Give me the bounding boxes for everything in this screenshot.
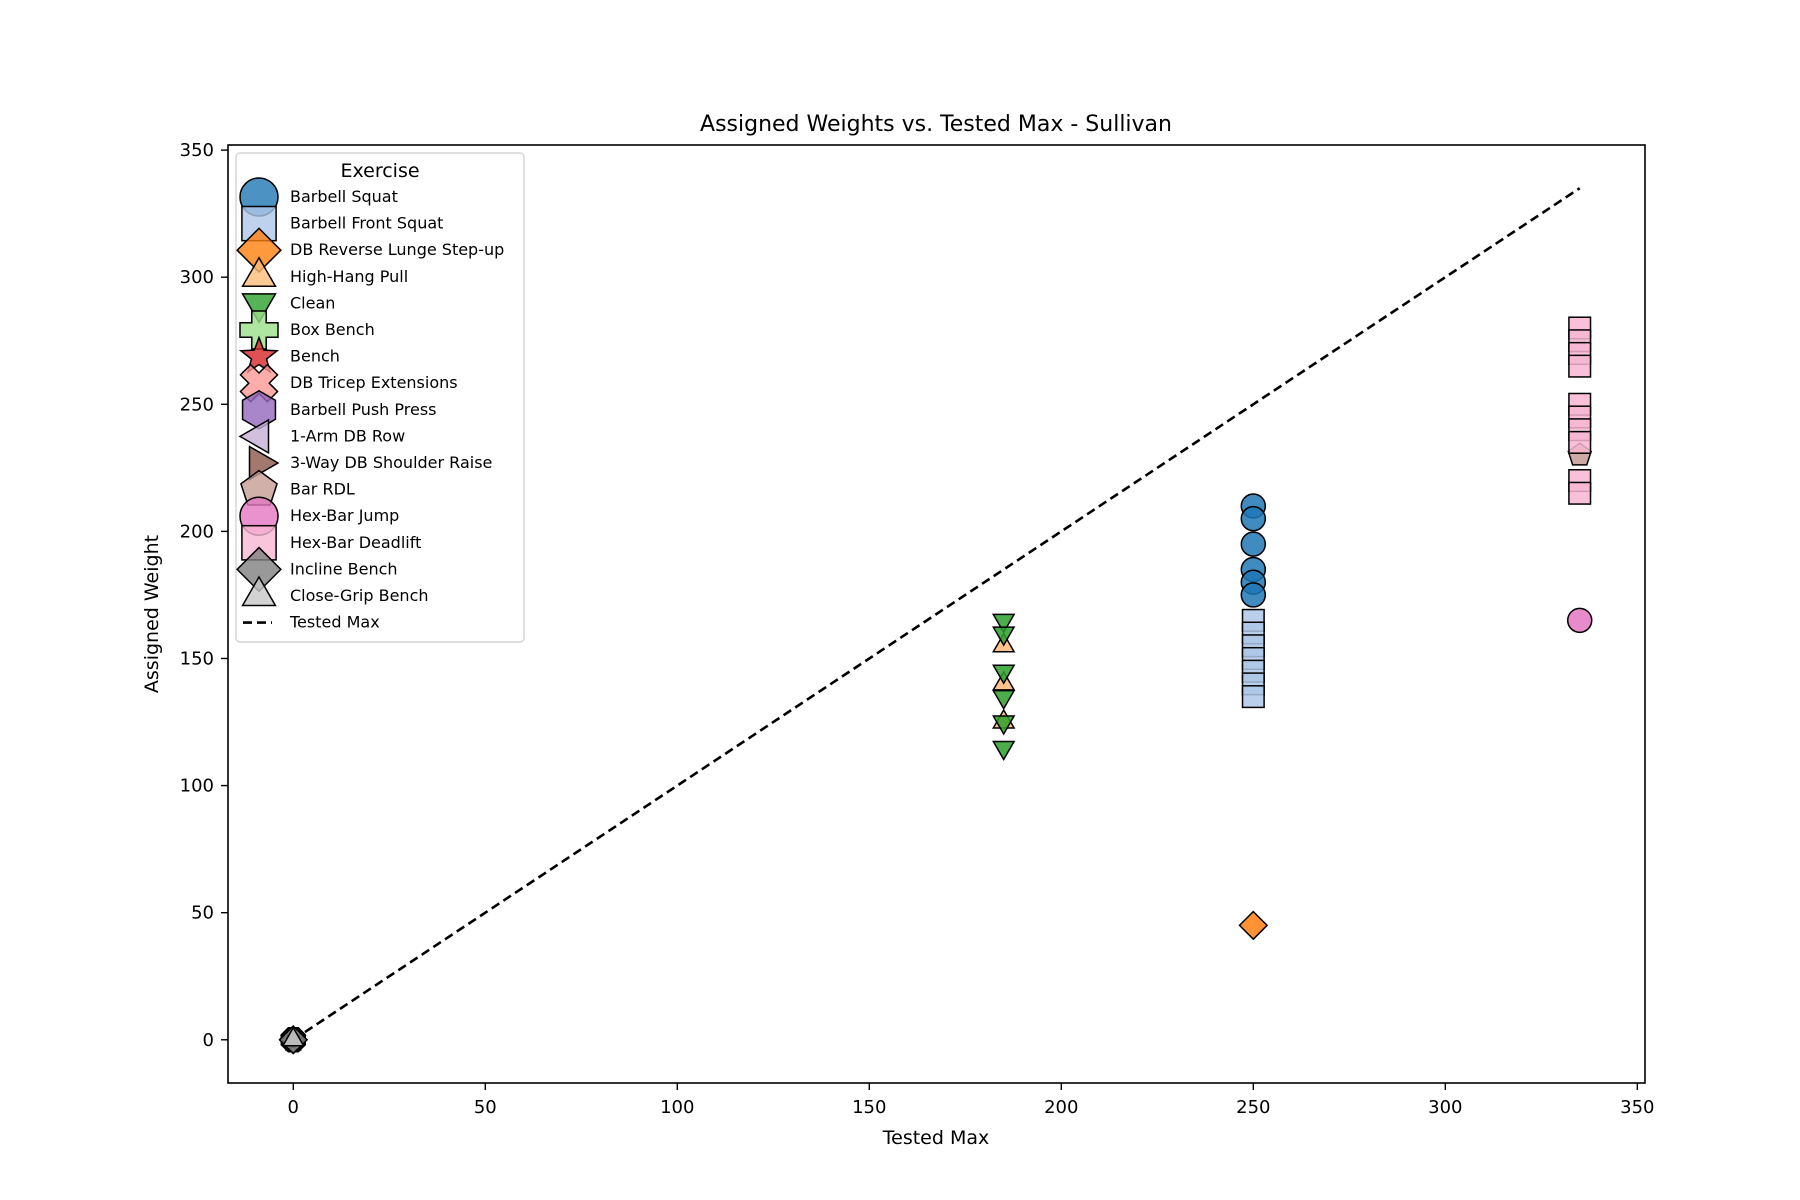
series-close-grip-bench <box>281 1026 305 1047</box>
legend-item-incline-bench: Incline Bench <box>236 546 398 593</box>
legend-label: Barbell Squat <box>290 187 398 206</box>
legend-marker <box>241 575 277 607</box>
legend-item-clean: Clean <box>241 293 335 324</box>
x-tick-label: 350 <box>1620 1097 1654 1118</box>
chart-title: Assigned Weights vs. Tested Max - Sulliv… <box>700 112 1172 137</box>
legend-marker <box>241 256 277 288</box>
x-tick-label: 150 <box>852 1097 886 1118</box>
legend-item-hex-bar-deadlift: Hex-Bar Deadlift <box>241 524 421 561</box>
data-point <box>1240 531 1267 557</box>
legend-marker <box>248 445 280 481</box>
legend-label: Box Bench <box>290 320 375 339</box>
legend-item-high-hang-pull: High-Hang Pull <box>241 256 408 288</box>
axes-layer: 0 50 100 150 200 250 300 350 0 50 100 150 200 250 300 3… <box>180 140 1655 1118</box>
legend-label: DB Tricep Extensions <box>290 373 458 392</box>
legend-label: Hex-Bar Jump <box>290 506 399 525</box>
legend-label: Bench <box>290 347 340 366</box>
legend-item-bench: Bench <box>238 335 340 374</box>
legend-marker <box>238 335 280 374</box>
points-layer <box>278 316 1593 1055</box>
legend: Exercise Barbell Squat Barbell Front Squa… <box>235 152 525 643</box>
x-tick-label: 300 <box>1428 1097 1462 1118</box>
y-tick-label: 300 <box>180 267 214 288</box>
legend-title: Exercise <box>340 160 419 182</box>
y-tick-label: 200 <box>180 521 214 542</box>
legend-item-db-reverse-lunge-step-up: DB Reverse Lunge Step-up <box>236 227 504 274</box>
y-tick-label: 250 <box>180 394 214 415</box>
x-axis-label: Tested Max <box>882 1127 990 1149</box>
legend-label: Close-Grip Bench <box>290 586 429 605</box>
legend-label: 3-Way DB Shoulder Raise <box>290 453 492 472</box>
legend-item-db-tricep-extensions: DB Tricep Extensions <box>239 363 458 403</box>
x-tick-label: 0 <box>288 1097 299 1118</box>
legend-marker <box>241 293 277 324</box>
legend-frame <box>235 152 525 643</box>
data-point <box>1568 430 1592 454</box>
data-point <box>1240 582 1267 608</box>
legend-item-tested-max: Tested Max <box>243 613 380 632</box>
x-tick-label: 50 <box>474 1097 497 1118</box>
data-point <box>1566 607 1593 634</box>
legend-label: DB Reverse Lunge Step-up <box>290 240 504 259</box>
legend-label: Hex-Bar Deadlift <box>290 533 421 552</box>
legend-item-barbell-push-press: Barbell Push Press <box>241 389 437 430</box>
data-point <box>1241 685 1265 709</box>
legend-label: Barbell Front Squat <box>290 214 443 233</box>
legend-entries: Barbell Squat Barbell Front Squat DB Rever… <box>236 177 504 632</box>
legend-item-bar-rdl: Bar RDL <box>240 469 355 506</box>
legend-item-close-grip-bench: Close-Grip Bench <box>241 575 429 607</box>
series-db-reverse-lunge-step-up <box>1238 910 1269 941</box>
legend-label: Tested Max <box>289 613 380 632</box>
data-point <box>992 715 1016 736</box>
series-hex-bar-jump <box>1566 607 1593 634</box>
legend-item-3-way-db-shoulder-raise: 3-Way DB Shoulder Raise <box>248 445 492 481</box>
reference-line-layer <box>292 187 1581 1041</box>
x-tick-label: 250 <box>1236 1097 1270 1118</box>
plot-frame <box>227 144 1646 1084</box>
legend-label: Bar RDL <box>290 480 355 499</box>
legend-label: 1-Arm DB Row <box>290 426 405 445</box>
x-tick-label: 200 <box>1044 1097 1078 1118</box>
legend-label: High-Hang Pull <box>290 267 408 286</box>
y-tick-label: 0 <box>203 1030 214 1051</box>
legend-item-box-bench: Box Bench <box>239 310 375 350</box>
legend-label: Barbell Push Press <box>290 400 437 419</box>
data-point <box>281 1026 305 1047</box>
legend-marker <box>239 310 279 350</box>
data-point <box>992 664 1016 685</box>
y-tick-label: 150 <box>180 648 214 669</box>
data-point <box>992 689 1016 711</box>
y-axis-label: Assigned Weight <box>141 535 163 693</box>
y-tick-label: 350 <box>180 140 214 161</box>
legend-item-1-arm-db-row: 1-Arm DB Row <box>238 418 405 455</box>
legend-label: Incline Bench <box>290 559 398 578</box>
series-barbell-squat <box>1240 493 1267 608</box>
data-point <box>992 740 1016 761</box>
series-barbell-front-squat <box>1241 608 1265 709</box>
data-point <box>1568 481 1592 505</box>
data-point <box>992 613 1016 634</box>
y-tick-label: 100 <box>180 776 214 797</box>
tested-max-line <box>292 187 1581 1041</box>
data-point <box>992 626 1016 647</box>
data-point <box>1568 354 1592 378</box>
series-clean <box>992 613 1016 761</box>
legend-marker <box>238 418 270 455</box>
data-point <box>1238 910 1269 941</box>
legend-label: Clean <box>290 293 335 312</box>
data-point <box>1240 505 1267 532</box>
x-tick-label: 100 <box>660 1097 694 1118</box>
series-hex-bar-deadlift <box>1568 316 1592 505</box>
y-tick-label: 50 <box>191 903 214 924</box>
